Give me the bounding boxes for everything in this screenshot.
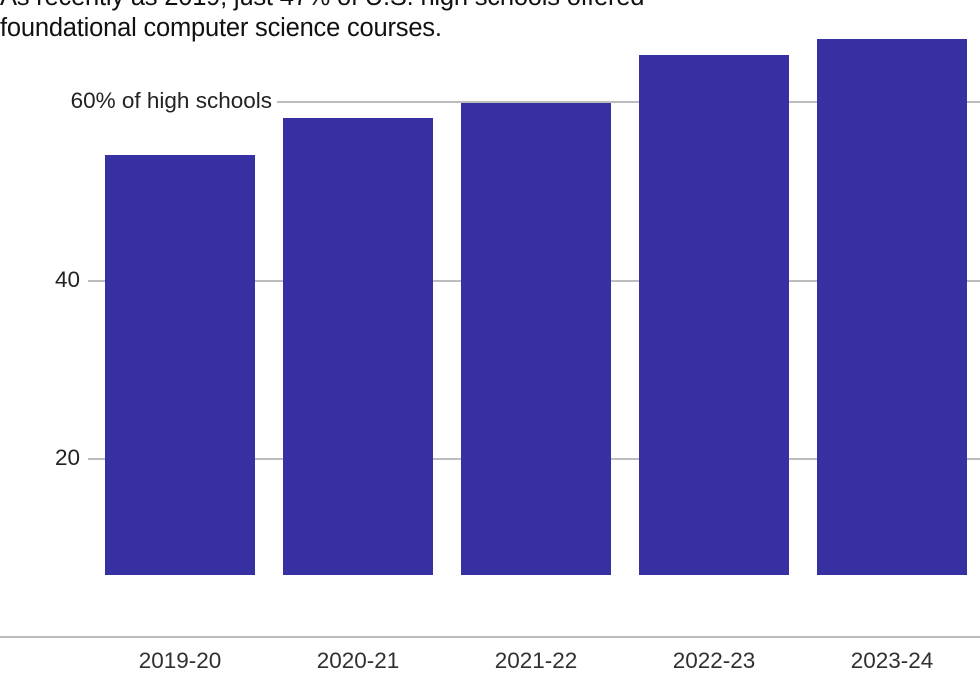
bar-2022-23[interactable]	[639, 55, 789, 575]
y-tick-label-20: 20	[54, 445, 80, 470]
x-tick-label-0: 2019-20	[138, 648, 222, 673]
chart-title: As recently as 2019, just 47% of U.S. hi…	[0, 0, 980, 44]
y-tick-label-60: 60% of high schools	[70, 88, 272, 113]
x-tick-label-1: 2020-21	[316, 648, 400, 673]
bar-series	[105, 39, 967, 575]
bar-2023-24[interactable]	[817, 39, 967, 575]
bar-2020-21[interactable]	[283, 118, 433, 575]
y-tick-label-40: 40	[54, 267, 80, 292]
x-axis-baseline	[0, 636, 980, 638]
bar-2021-22[interactable]	[461, 103, 611, 575]
x-tick-label-2: 2021-22	[494, 648, 578, 673]
bar-2019-20[interactable]	[105, 154, 255, 575]
gridline-60	[277, 101, 980, 103]
x-tick-label-3: 2022-23	[672, 648, 756, 673]
chart-title-line-2: foundational computer science courses.	[0, 14, 442, 42]
chart-title-line-1: As recently as 2019, just 47% of U.S. hi…	[0, 0, 980, 13]
x-tick-label-4: 2023-24	[850, 648, 934, 673]
